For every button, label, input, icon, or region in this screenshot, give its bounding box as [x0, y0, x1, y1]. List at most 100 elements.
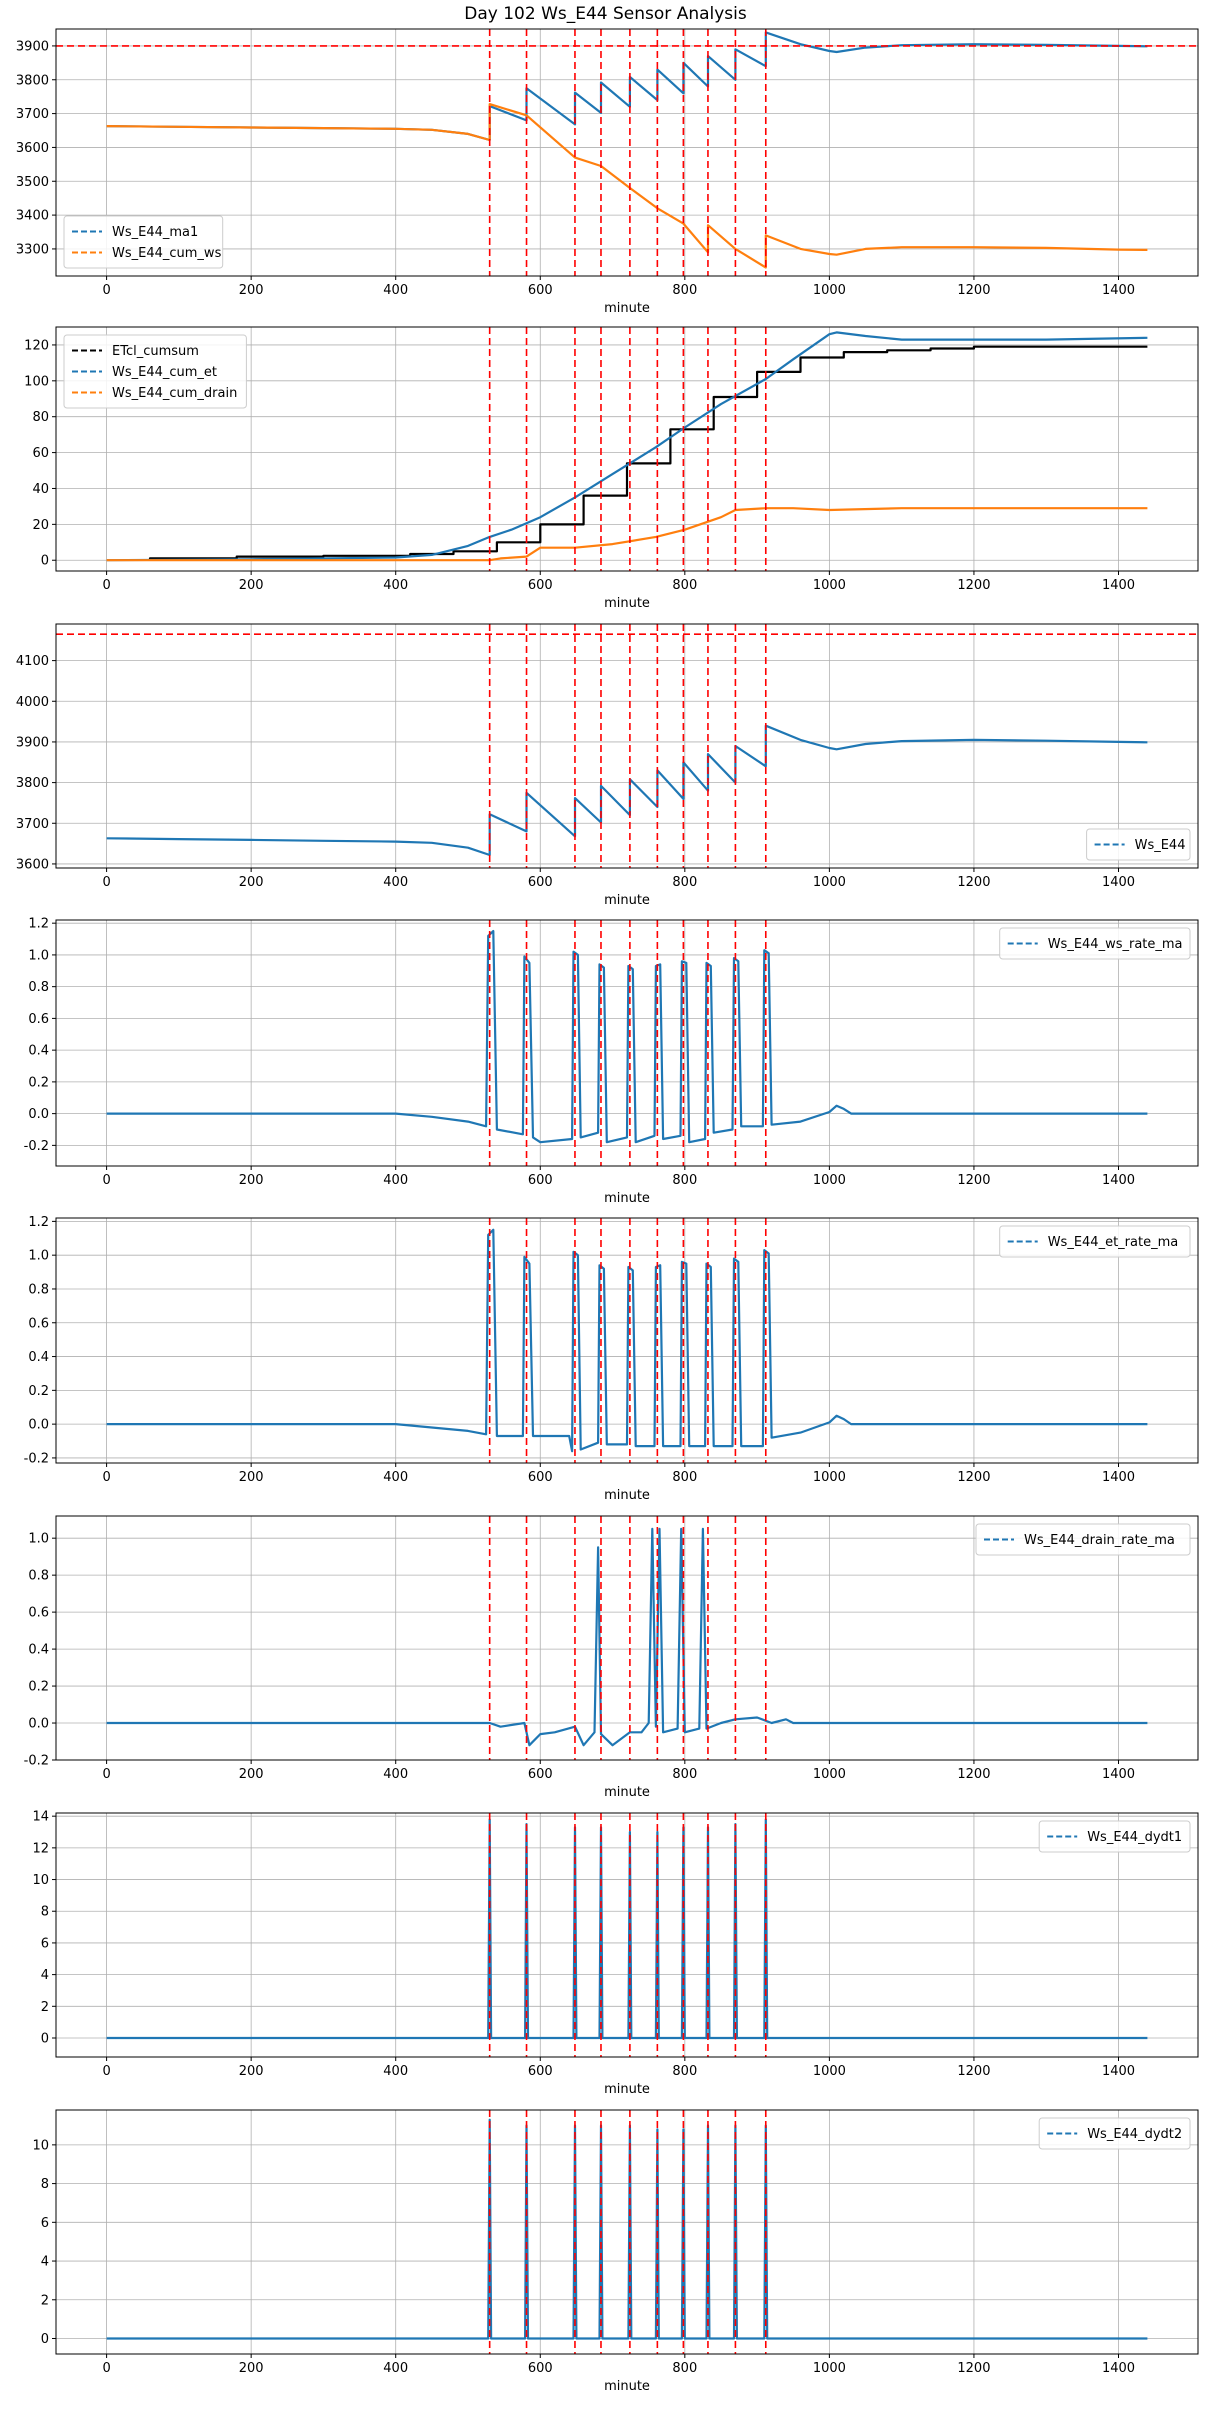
- x-tick-label: 1200: [957, 578, 990, 593]
- y-tick-label: 3800: [16, 73, 49, 88]
- x-tick-label: 0: [102, 2361, 110, 2376]
- chart-panel-8: 0 200 400 600 800 1000 1200 1400 0 2 4 6 8 10 minute Ws…: [32, 2109, 1199, 2394]
- chart-panel-4: 0 200 400 600 800 1000 1200 1400 -0.2 0.0 0.2 0.4 0.…: [24, 917, 1199, 1206]
- x-tick-label: 1000: [813, 2064, 846, 2079]
- x-tick-label: 800: [672, 2064, 697, 2079]
- x-tick-label: 200: [239, 283, 264, 298]
- y-tick-label: 3800: [16, 776, 49, 791]
- plot-area: [106, 2110, 1148, 2354]
- series-line-Ws_E44_cum_et: [106, 331, 1148, 562]
- x-tick-label: 1200: [957, 875, 990, 890]
- x-tick-label: 1400: [1102, 1470, 1135, 1485]
- plot-area: [106, 920, 1148, 1166]
- legend: Ws_E44_ws_rate_ma: [999, 927, 1191, 960]
- x-axis-label: minute: [604, 2082, 650, 2097]
- x-axis-label: minute: [604, 2379, 650, 2394]
- x-tick-label: 400: [383, 2361, 408, 2376]
- y-tick-label: 80: [32, 410, 49, 425]
- x-tick-label: 800: [672, 283, 697, 298]
- axes-frame: [55, 1812, 1199, 2058]
- y-tick-label: -0.2: [24, 1139, 49, 1154]
- legend-entry-label: ETcl_cumsum: [112, 344, 199, 359]
- chart-panel-7: 0 200 400 600 800 1000 1200 1400 0 2 4 6 8 10 12 14 minu…: [32, 1810, 1199, 2097]
- y-tick-label: -0.2: [24, 1754, 49, 1769]
- x-tick-label: 0: [102, 2064, 110, 2079]
- x-tick-label: 1200: [957, 1767, 990, 1782]
- x-tick-label: 200: [239, 1767, 264, 1782]
- x-tick-label: 1400: [1102, 2064, 1135, 2079]
- x-axis-label: minute: [604, 301, 650, 316]
- axes-frame: [55, 326, 1199, 572]
- x-tick-label: 600: [528, 1173, 553, 1188]
- y-tick-label: 3300: [16, 242, 49, 257]
- x-tick-label: 1000: [813, 2361, 846, 2376]
- x-tick-label: 1000: [813, 1767, 846, 1782]
- x-tick-label: 400: [383, 1470, 408, 1485]
- chart-panel-5: 0 200 400 600 800 1000 1200 1400 -0.2 0.0 0.2 0.4 0.…: [24, 1215, 1199, 1503]
- legend: ETcl_cumsum Ws_E44_cum_et Ws_E44_cum_drain: [63, 334, 247, 409]
- x-tick-label: 1400: [1102, 875, 1135, 890]
- y-tick-label: 6: [41, 2216, 49, 2231]
- y-tick-label: 0: [41, 2031, 49, 2046]
- x-tick-label: 200: [239, 1173, 264, 1188]
- series-line-Ws_E44_dydt1: [106, 1818, 1148, 2040]
- y-tick-label: 6: [41, 1936, 49, 1951]
- series-line-Ws_E44_drain_rate_ma: [106, 1527, 1148, 1747]
- series-line-Ws_E44_ma1: [106, 31, 1148, 142]
- x-tick-label: 600: [528, 2064, 553, 2079]
- x-tick-label: 400: [383, 875, 408, 890]
- legend: Ws_E44_et_rate_ma: [999, 1225, 1191, 1258]
- x-tick-label: 1200: [957, 2361, 990, 2376]
- legend-entry-label: Ws_E44_dydt1: [1087, 1830, 1182, 1845]
- x-tick-label: 800: [672, 2361, 697, 2376]
- chart-panel-3: 0 200 400 600 800 1000 1200 1400 3600 3700 3800 390…: [16, 623, 1199, 908]
- legend-box: [1038, 2117, 1191, 2150]
- x-axis-label: minute: [604, 1191, 650, 1206]
- x-tick-label: 0: [102, 1767, 110, 1782]
- y-tick-label: 0.2: [28, 1680, 49, 1695]
- y-tick-label: 0: [41, 554, 49, 569]
- y-tick-label: 3400: [16, 209, 49, 224]
- x-tick-label: 800: [672, 1767, 697, 1782]
- y-tick-label: 100: [24, 374, 49, 389]
- x-tick-label: 600: [528, 578, 553, 593]
- x-tick-label: 200: [239, 2361, 264, 2376]
- legend: Ws_E44_dydt1: [1038, 1820, 1191, 1853]
- legend-box: [63, 334, 247, 409]
- x-tick-label: 0: [102, 578, 110, 593]
- x-tick-label: 200: [239, 875, 264, 890]
- chart-panel-1: 0 200 400 600 800 1000 1200 1400 3300 3400 3500 360…: [16, 28, 1199, 316]
- y-tick-label: 0.0: [28, 1107, 49, 1122]
- y-tick-label: 0.8: [28, 1282, 49, 1297]
- legend-box: [999, 1225, 1191, 1258]
- x-axis-label: minute: [604, 1488, 650, 1503]
- legend-box: [63, 215, 224, 269]
- legend-entry-label: Ws_E44_ws_rate_ma: [1048, 937, 1183, 952]
- y-tick-label: 3700: [16, 107, 49, 122]
- legend-entry-label: Ws_E44_cum_et: [112, 365, 217, 380]
- plot-area: [56, 29, 1198, 276]
- y-tick-label: 2: [41, 2000, 49, 2015]
- x-tick-label: 0: [102, 1470, 110, 1485]
- series-line-Ws_E44: [106, 724, 1148, 857]
- x-tick-label: 200: [239, 2064, 264, 2079]
- legend: Ws_E44_dydt2: [1038, 2117, 1191, 2150]
- x-tick-label: 1400: [1102, 1767, 1135, 1782]
- x-axis-label: minute: [604, 893, 650, 908]
- legend: Ws_E44_drain_rate_ma: [975, 1523, 1191, 1556]
- x-tick-label: 1200: [957, 1470, 990, 1485]
- y-tick-label: 0.4: [28, 1643, 49, 1658]
- y-tick-label: 0.6: [28, 1316, 49, 1331]
- x-tick-label: 1400: [1102, 578, 1135, 593]
- x-tick-label: 1200: [957, 283, 990, 298]
- plot-area: [56, 624, 1198, 868]
- y-tick-label: 0.4: [28, 1350, 49, 1365]
- y-tick-label: 0.8: [28, 980, 49, 995]
- x-tick-label: 1400: [1102, 2361, 1135, 2376]
- y-tick-label: 3700: [16, 817, 49, 832]
- x-tick-label: 800: [672, 875, 697, 890]
- x-tick-label: 600: [528, 2361, 553, 2376]
- axes-frame: [55, 919, 1199, 1167]
- legend-box: [975, 1523, 1191, 1556]
- x-tick-label: 400: [383, 2064, 408, 2079]
